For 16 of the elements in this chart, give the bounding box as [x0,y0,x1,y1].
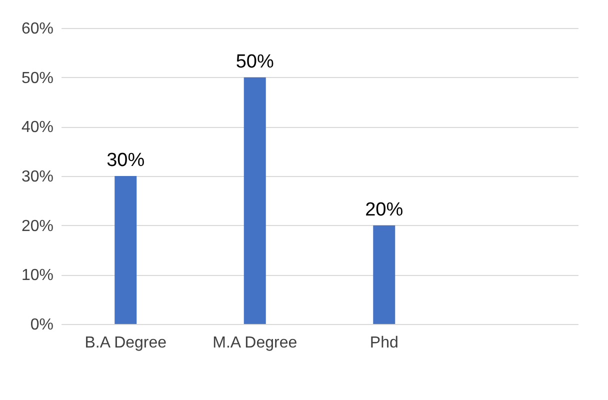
y-tick-label: 50% [21,70,54,87]
bar [244,77,266,324]
data-label: 20% [365,199,404,220]
data-label: 50% [236,51,274,72]
y-tick-label: 0% [30,316,54,334]
y-tick-label: 60% [21,20,54,38]
y-tick-label: 40% [21,119,54,136]
data-label: 30% [106,150,145,171]
x-tick-label: B.A Degree [84,334,167,352]
y-tick-label: 30% [21,168,54,186]
y-tick-label: 20% [21,218,54,235]
bar [373,225,396,324]
bar [114,176,137,324]
x-tick-label: Phd [370,334,398,352]
x-tick-label: M.A Degree [212,334,298,352]
y-tick-label: 10% [21,267,54,284]
